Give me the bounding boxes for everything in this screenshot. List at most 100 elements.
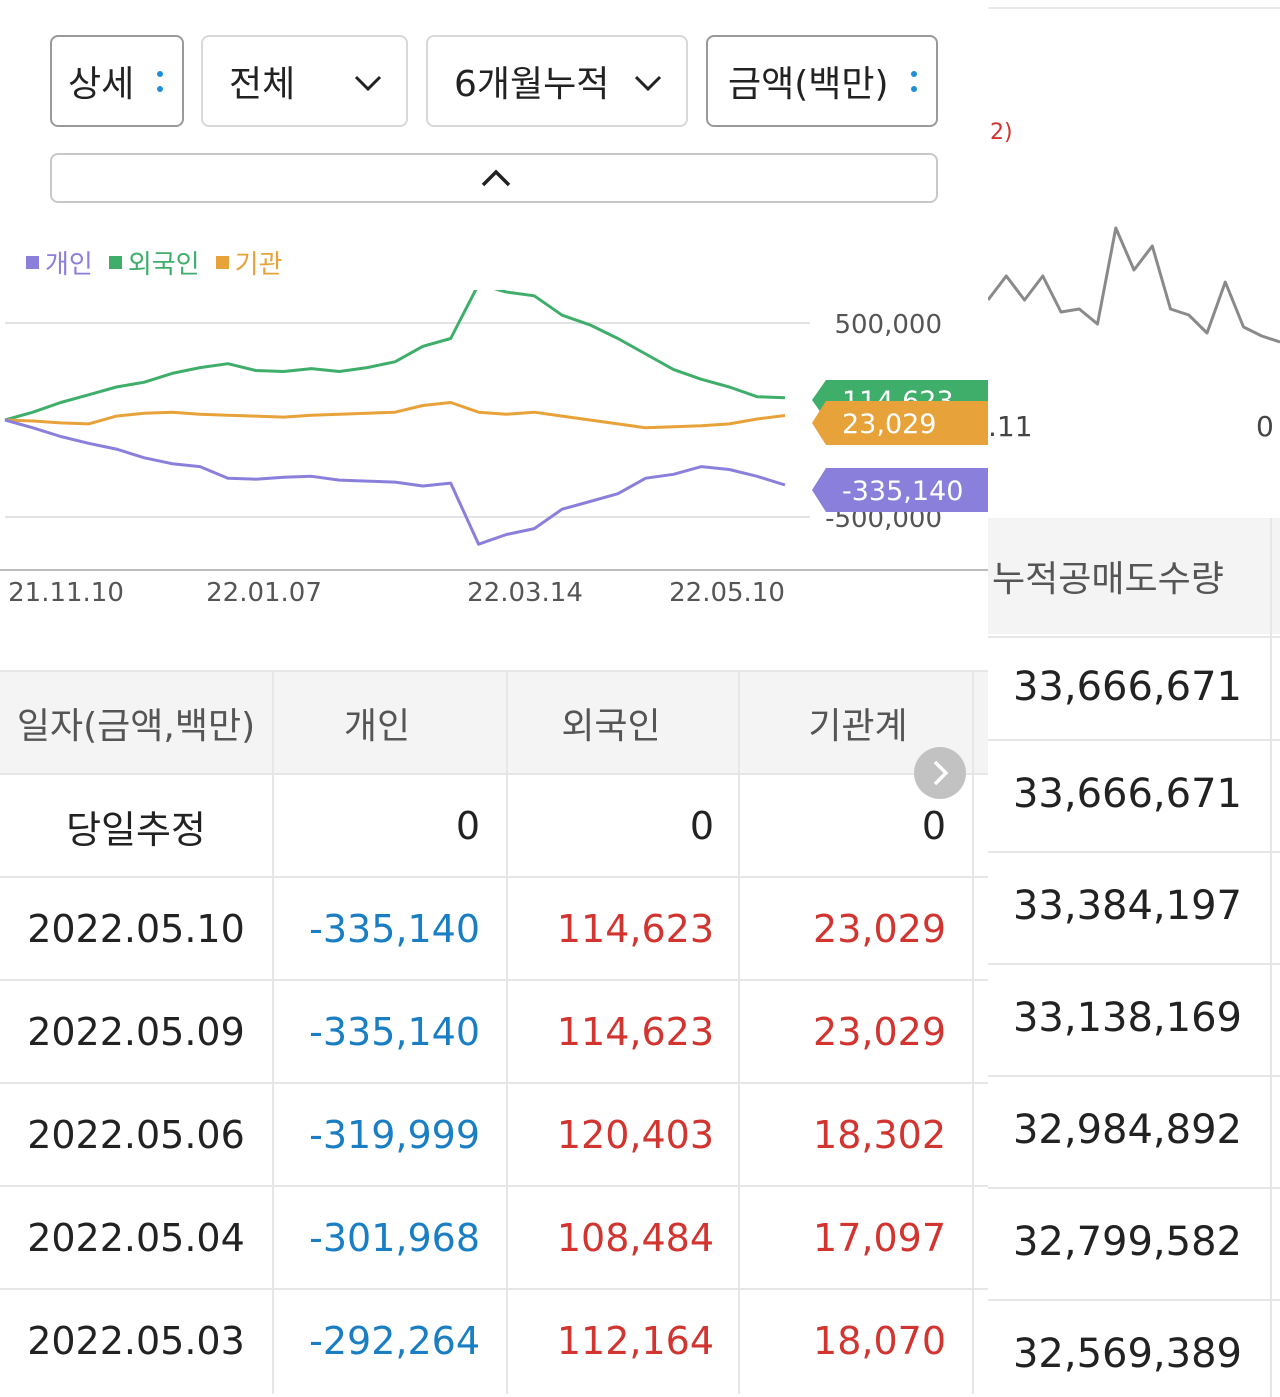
collapse-button[interactable] [50,153,938,203]
view-select[interactable]: 상세 [50,35,184,127]
list-item[interactable]: 32,984,892 [988,1075,1280,1187]
table-cell: 114,623 [556,907,714,951]
table-row[interactable]: 2022.05.06 -319,999 120,403 18,302 [0,1082,988,1188]
series-line [4,290,786,422]
column-divider [506,775,508,879]
column-divider [972,1187,974,1291]
table-cell: 2022.05.04 [27,1216,245,1260]
table-row[interactable]: 2022.05.10 -335,140 114,623 23,029 [0,876,988,982]
table-cell: 2022.05.10 [27,907,245,951]
period-select[interactable]: 6개월누적 [426,35,688,127]
table-row[interactable]: 당일추정 0 0 0 [0,773,988,879]
list-item[interactable]: 33,384,197 [988,851,1280,963]
column-header-short-selling: 누적공매도수량 [988,518,1280,634]
column-divider [738,775,740,879]
short-selling-value: 33,138,169 [1012,995,1242,1041]
scroll-right-button[interactable] [914,747,966,799]
list-item[interactable]: 32,799,582 [988,1187,1280,1299]
column-divider [272,1187,274,1291]
table-cell: -319,999 [309,1113,480,1157]
short-selling-value: 33,384,197 [1012,883,1242,929]
list-item[interactable]: 33,666,671 [988,739,1280,851]
more-options-icon [156,65,164,101]
view-select-value: 상세 [68,64,135,105]
more-options-icon [910,65,918,101]
end-label-value: -335,140 [842,476,963,507]
table-cell: 112,164 [556,1319,714,1363]
x-tick-label: 21.11.10 [8,578,124,608]
series-line [988,226,1280,344]
column-divider [506,981,508,1085]
period-select-value: 6개월누적 [454,64,610,105]
investor-trend-panel: 상세 전체 6개월누적 금액(백만) 개인 외국인 기관 500,000 -500… [0,35,988,1394]
series-line [4,418,786,546]
table-row[interactable]: 2022.05.04 -301,968 108,484 17,097 [0,1185,988,1291]
legend-item-individual: 개인 [26,244,93,281]
scope-select[interactable]: 전체 [201,35,408,127]
table-cell: 120,403 [556,1113,714,1157]
y-tick-label: 500,000 [834,310,942,340]
short-selling-chart [988,226,1280,344]
column-divider [738,981,740,1085]
divider [988,7,1280,9]
table-cell: 18,070 [813,1319,946,1363]
legend-item-institution: 기관 [215,244,283,281]
table-cell: 0 [689,804,714,848]
unit-select[interactable]: 금액(백만) [706,35,938,127]
list-item[interactable]: 33,666,671 [988,636,1280,739]
table-cell: 17,097 [813,1216,946,1260]
column-divider [972,1290,974,1394]
table-row[interactable]: 2022.05.09 -335,140 114,623 23,029 [0,979,988,1085]
table-header-row: 일자(금액,백만) 개인 외국인 기관계 [0,670,988,776]
column-header: 외국인 [561,706,661,747]
column-divider [506,1290,508,1394]
list-item[interactable]: 33,138,169 [988,963,1280,1075]
column-divider [506,1084,508,1188]
short-selling-value: 32,984,892 [1012,1107,1242,1153]
column-divider [272,775,274,879]
chevron-right-icon [933,760,949,786]
table-row[interactable]: 2022.05.03 -292,264 112,164 18,070 [0,1288,988,1394]
column-divider [972,672,974,776]
column-header: 일자(금액,백만) [16,706,256,747]
column-divider [738,672,740,776]
table-cell: -292,264 [309,1319,480,1363]
column-divider [272,1084,274,1188]
column-divider [738,1084,740,1188]
column-divider [738,1290,740,1394]
table-cell: 2022.05.03 [27,1319,245,1363]
legend-swatch [26,256,39,269]
legend-swatch [215,256,229,269]
table-cell: 당일추정 [66,807,206,852]
column-divider [506,1187,508,1291]
end-label-value: 23,029 [842,409,936,440]
table-cell: 2022.05.09 [27,1010,245,1054]
column-divider [738,878,740,982]
scope-select-value: 전체 [229,64,296,105]
column-divider [272,878,274,982]
table-cell: 18,302 [813,1113,946,1157]
short-selling-panel: 2) .11 0 누적공매도수량 33,666,671 33,666,671 33,… [988,0,1280,1397]
table-cell: -335,140 [309,1010,480,1054]
column-header: 개인 [343,706,411,747]
chevron-up-icon [481,169,511,187]
x-tick-label: 22.01.07 [206,578,322,608]
legend-label: 기관 [234,250,283,280]
column-divider [738,1187,740,1291]
table-cell: 0 [455,804,480,848]
column-divider [506,672,508,776]
column-header: 기관계 [808,706,908,747]
series-line [4,401,786,430]
table-cell: 0 [921,804,946,848]
column-divider [272,1290,274,1394]
legend-label: 외국인 [127,250,200,280]
end-label-tag [812,468,988,512]
series-end-label: 23,029 [812,401,988,445]
list-item[interactable]: 32,569,389 [988,1299,1280,1397]
legend-label: 개인 [45,250,93,280]
table-cell: 108,484 [556,1216,714,1260]
column-divider [272,981,274,1085]
column-divider [972,981,974,1085]
short-selling-value: 33,666,671 [1012,771,1242,817]
